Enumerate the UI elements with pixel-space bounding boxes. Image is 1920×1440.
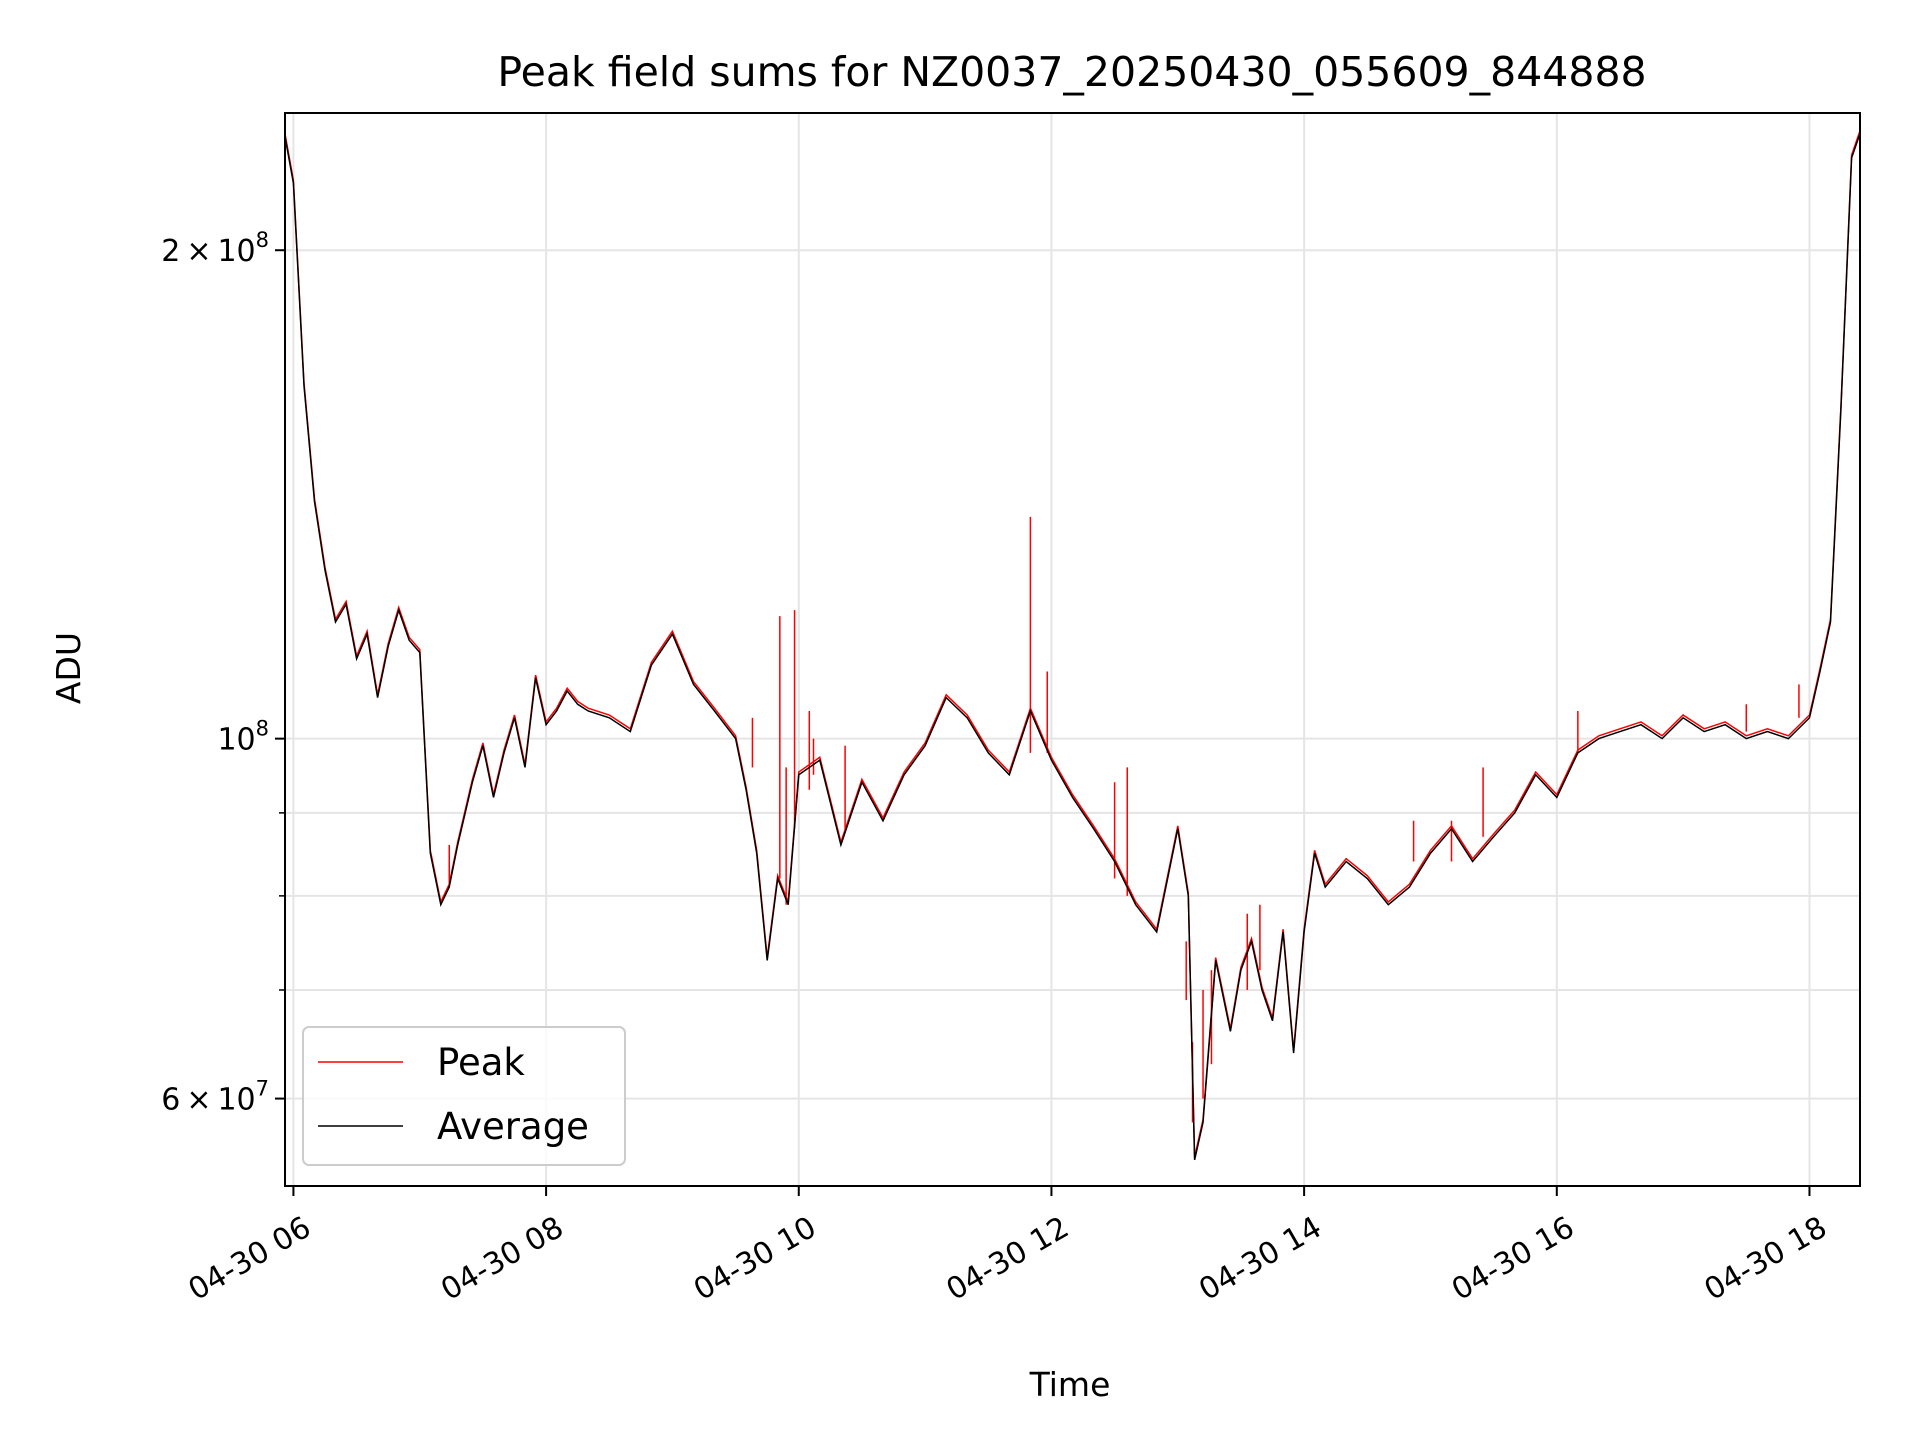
y-tick-label: 108 [217,717,269,758]
legend: Peak Average [302,1026,626,1166]
chart-title: Peak field sums for NZ0037_20250430_0556… [497,48,1646,96]
y-axis-title: ADU [49,632,88,704]
plot-area [284,130,1861,1161]
legend-label-average: Average [437,1105,589,1148]
axes-frame [284,112,1861,1187]
y-tick-label: 6 × 107 [161,1077,269,1118]
series-line-average [284,133,1861,1161]
legend-label-peak: Peak [437,1041,525,1084]
y-tick-label: 2 × 108 [161,228,269,269]
x-axis-title: Time [1029,1365,1111,1404]
